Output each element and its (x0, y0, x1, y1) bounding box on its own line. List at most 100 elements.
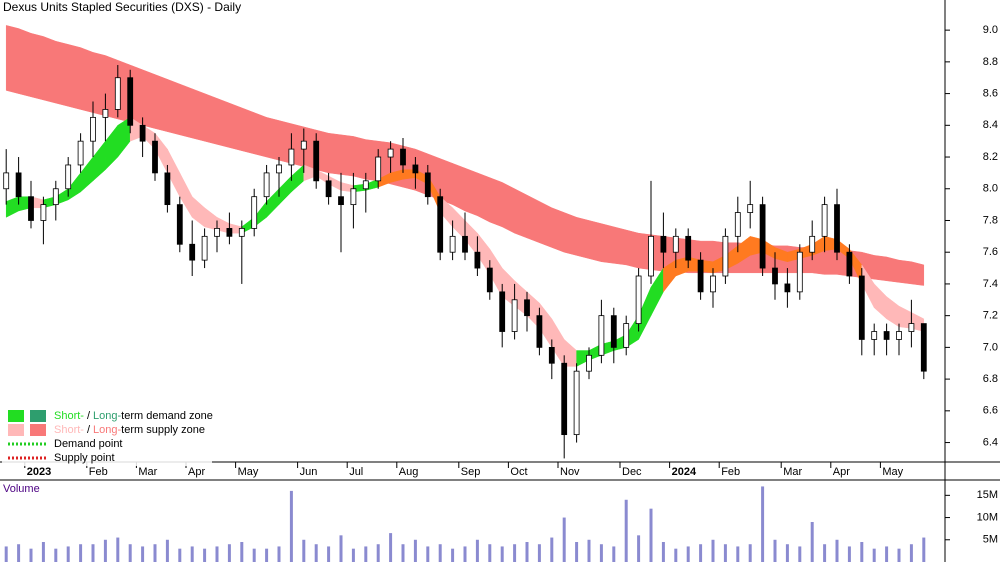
candle-body (127, 77, 134, 126)
y-tick-label: 8.2 (983, 151, 998, 163)
candle-body (325, 180, 332, 198)
volume-bar (562, 517, 566, 562)
volume-bar (389, 533, 393, 562)
x-tick-label: Oct (510, 466, 527, 478)
candle-body (288, 148, 295, 166)
volume-bar (637, 535, 641, 562)
volume-bar (587, 539, 591, 562)
candle-body (437, 196, 444, 253)
long-term-zone (477, 172, 491, 223)
y-tick-label: 7.4 (983, 278, 998, 290)
long-term-zone (526, 194, 540, 244)
candle-body (747, 204, 754, 213)
candle-body (375, 156, 382, 182)
volume-label: Volume (3, 483, 40, 495)
y-tick-label: 7.8 (983, 214, 998, 226)
long-term-zone (911, 261, 925, 286)
y-tick-label: 6.4 (983, 436, 998, 448)
candle-body (834, 204, 840, 253)
long-term-zone (43, 36, 57, 104)
legend-point-label: Demand point (54, 438, 123, 450)
volume-bar (79, 544, 83, 562)
long-term-zone (80, 47, 94, 113)
long-term-zone (204, 93, 218, 145)
volume-bar (265, 548, 269, 562)
volume-bar (835, 539, 839, 562)
volume-bar (860, 542, 864, 562)
long-term-zone (625, 229, 639, 269)
volume-bar (922, 537, 926, 562)
long-term-zone (873, 255, 887, 282)
y-tick-label: 6.8 (983, 373, 998, 385)
long-term-zone (576, 216, 590, 259)
volume-bar (686, 546, 690, 562)
volume-bar (141, 546, 145, 562)
volume-bar (327, 546, 331, 562)
candle-body (226, 228, 233, 237)
volume-tick-label: 5M (983, 534, 998, 546)
volume-bar (909, 544, 913, 562)
y-tick-label: 8.4 (983, 119, 998, 131)
x-tick-label: Feb (721, 466, 740, 478)
volume-bar (190, 546, 194, 562)
long-term-zone (5, 25, 19, 94)
candle-body (263, 172, 270, 198)
x-tick-label: Jun (300, 466, 318, 478)
x-tick-label: Sep (461, 466, 481, 478)
candle-body (697, 259, 704, 293)
candle-body (474, 251, 481, 269)
legend-sep: / (87, 410, 91, 422)
candle-body (164, 172, 171, 206)
candle-body (511, 299, 518, 332)
candle-body (276, 164, 282, 174)
y-tick-label: 7.0 (983, 341, 998, 353)
candle-body (40, 204, 47, 221)
volume-bar (289, 490, 293, 562)
x-tick-label: May (238, 466, 259, 478)
candle-body (586, 354, 592, 372)
long-term-zone (241, 107, 255, 155)
volume-bar (128, 544, 132, 562)
volume-bar (798, 546, 802, 562)
candle-body (424, 172, 431, 198)
long-term-zone (92, 52, 106, 117)
candle-body (809, 235, 816, 253)
long-term-zone (266, 117, 280, 161)
legend-point-label: Supply point (54, 452, 115, 464)
x-tick-label: 2023 (27, 466, 51, 478)
volume-bar (810, 522, 814, 562)
long-term-zone (824, 248, 838, 275)
candle-body (561, 362, 568, 436)
volume-bar (153, 544, 157, 562)
volume-bar (302, 539, 306, 562)
long-term-zone (67, 44, 81, 110)
legend-swatch (30, 410, 46, 422)
long-term-zone (551, 207, 565, 253)
candle-body (722, 235, 729, 277)
long-term-zone (464, 167, 478, 217)
candle-body (15, 172, 22, 198)
y-tick-label: 8.0 (983, 183, 998, 195)
volume-bar (29, 548, 33, 562)
volume-bar (203, 548, 207, 562)
x-tick-label: Aug (399, 466, 419, 478)
long-term-zone (898, 259, 912, 285)
x-tick-label: Dec (622, 466, 642, 478)
x-tick-label: May (882, 466, 903, 478)
volume-bar (736, 546, 740, 562)
volume-bar (17, 544, 21, 562)
volume-bar (537, 544, 541, 562)
volume-bar (525, 542, 529, 562)
candle-body (821, 204, 828, 237)
legend-long: Long- (93, 410, 121, 422)
long-term-zone (601, 223, 615, 264)
volume-bar (847, 546, 851, 562)
long-term-zone (328, 132, 342, 175)
volume-bar (4, 546, 8, 562)
long-term-zone (179, 83, 193, 139)
volume-bar (624, 499, 628, 562)
volume-bar (463, 546, 467, 562)
candle-body (28, 196, 34, 221)
candle-body (313, 140, 320, 182)
